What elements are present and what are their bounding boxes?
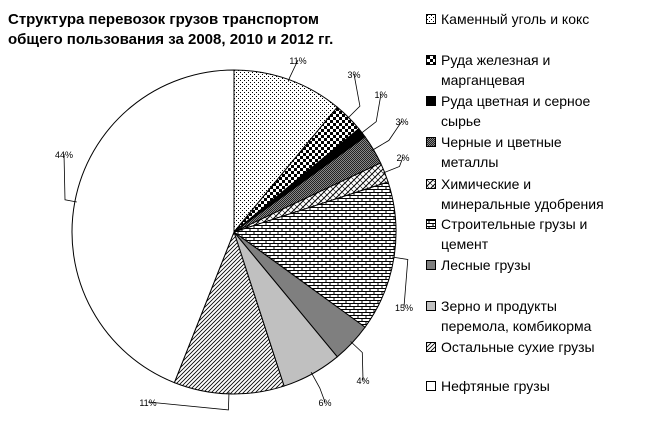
legend-swatch: [426, 179, 436, 189]
legend-label-line-1: Лесные грузы: [441, 257, 531, 273]
data-label-5: 2%: [396, 153, 409, 163]
data-label-3: 1%: [374, 90, 387, 100]
legend-label-line-1: Каменный уголь и кокс: [441, 11, 590, 27]
data-label-1: 11%: [289, 56, 306, 66]
chart-title: Структура перевозок грузов транспортом о…: [8, 10, 408, 50]
legend-label: Химические и минеральные удобрения: [441, 174, 650, 214]
chart-title-line-2: общего пользования за 2008, 2010 и 2012 …: [8, 31, 334, 48]
legend-swatch: [426, 219, 436, 229]
data-label-2: 3%: [347, 70, 360, 80]
data-label-9: 11%: [139, 398, 156, 408]
legend-label-line-2: сырье: [441, 113, 481, 129]
legend-label: Строительные грузы и цемент: [441, 214, 650, 254]
legend-label-line-2: цемент: [441, 236, 489, 252]
leader-line-7: [350, 341, 364, 381]
legend-label: Руда цветная и серное сырье: [441, 91, 650, 131]
legend-label-line-1: Руда цветная и серное: [441, 93, 591, 109]
data-label-10: 44%: [55, 150, 73, 160]
legend-label: Лесные грузы: [441, 255, 650, 275]
legend-swatch: [426, 260, 436, 270]
data-label-6: 15%: [395, 303, 413, 313]
legend-swatch: [426, 96, 436, 106]
leader-line-3: [360, 93, 382, 135]
leader-line-2: [346, 73, 361, 120]
legend-label-line-1: Руда железная и: [441, 52, 551, 68]
leader-line-4: [371, 120, 403, 151]
legend-swatch: [426, 301, 436, 311]
legend-label-line-1: Нефтяные грузы: [441, 378, 550, 394]
legend-swatch: [426, 342, 436, 352]
legend-label-line-1: Химические и: [441, 176, 532, 192]
legend-swatch: [426, 381, 436, 391]
legend-label-line-2: марганцевая: [441, 72, 525, 88]
chart-title-line-1: Структура перевозок грузов транспортом: [8, 11, 319, 28]
data-label-8: 6%: [318, 398, 331, 408]
legend-label: Каменный уголь и кокс: [441, 9, 650, 29]
legend-label-line-1: Строительные грузы и: [441, 216, 588, 232]
legend-swatch: [426, 55, 436, 65]
legend-label: Остальные сухие грузы: [441, 337, 650, 357]
legend-swatch: [426, 14, 436, 24]
legend-label-line-1: Зерно и продукты: [441, 298, 557, 314]
legend-label: Черные и цветные металлы: [441, 132, 650, 172]
legend-label: Зерно и продукты перемола, комбикорма: [441, 296, 650, 336]
chart-legend: Каменный уголь и кокс Руда железная и марг…: [426, 0, 650, 440]
legend-label-line-2: перемола, комбикорма: [441, 318, 592, 334]
data-label-4: 3%: [395, 117, 408, 127]
legend-swatch: [426, 137, 436, 147]
leader-line-8: [310, 372, 326, 403]
legend-label-line-2: минеральные удобрения: [441, 196, 604, 212]
legend-label-line-1: Остальные сухие грузы: [441, 339, 595, 355]
leader-line-5: [382, 156, 404, 174]
legend-label-line-1: Черные и цветные: [441, 134, 562, 150]
legend-label: Нефтяные грузы: [441, 376, 650, 396]
legend-label: Руда железная и марганцевая: [441, 50, 650, 90]
leader-line-9: [147, 391, 230, 411]
legend-label-line-2: металлы: [441, 154, 499, 170]
leader-line-10: [63, 153, 77, 203]
leader-line-1: [287, 59, 299, 82]
leader-line-6: [391, 256, 409, 308]
data-label-7: 4%: [356, 376, 369, 386]
